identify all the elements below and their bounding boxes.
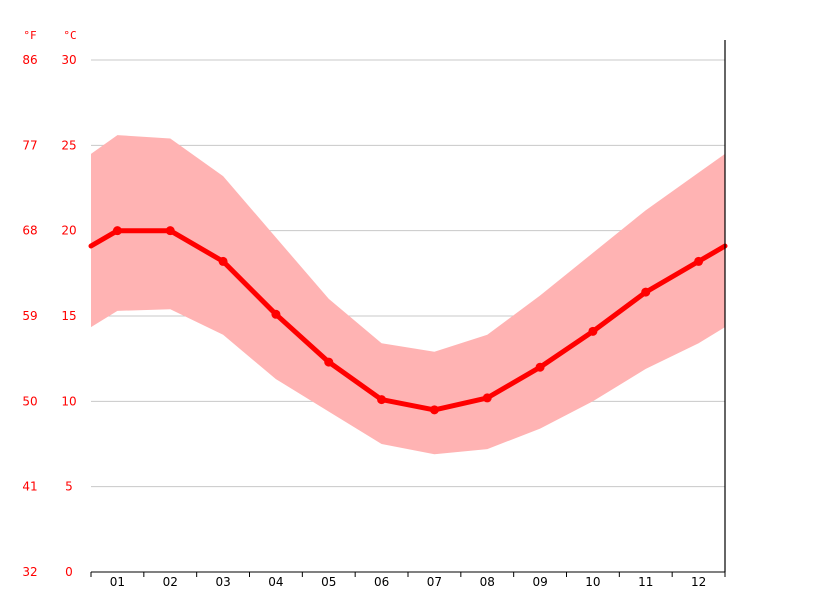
x-tick-label: 01 bbox=[110, 575, 125, 589]
data-point-03 bbox=[218, 256, 228, 266]
y-tick-label-fahrenheit: 50 bbox=[22, 394, 37, 408]
y-tick-label-fahrenheit: 59 bbox=[22, 309, 37, 323]
y-tick-label-fahrenheit: 32 bbox=[22, 565, 37, 579]
y-tick-label-celsius: 15 bbox=[61, 309, 76, 323]
x-tick-label: 06 bbox=[374, 575, 389, 589]
data-point-05 bbox=[324, 357, 334, 367]
x-tick-label: 07 bbox=[427, 575, 442, 589]
x-tick-label: 02 bbox=[163, 575, 178, 589]
y-tick-label-fahrenheit: 86 bbox=[22, 53, 37, 67]
y-tick-label-celsius: 25 bbox=[61, 138, 76, 152]
y-tick-label-celsius: 20 bbox=[61, 224, 76, 238]
celsius-unit-label: °C bbox=[63, 29, 76, 42]
data-point-12 bbox=[694, 256, 704, 266]
data-point-11 bbox=[641, 287, 651, 297]
x-tick-label: 03 bbox=[215, 575, 230, 589]
data-point-01 bbox=[112, 226, 122, 236]
x-tick-label: 11 bbox=[638, 575, 653, 589]
x-tick-label: 12 bbox=[691, 575, 706, 589]
x-tick-label: 09 bbox=[532, 575, 547, 589]
y-tick-label-fahrenheit: 41 bbox=[22, 480, 37, 494]
y-tick-label-celsius: 30 bbox=[61, 53, 76, 67]
y-tick-label-fahrenheit: 77 bbox=[22, 138, 37, 152]
x-tick-label: 05 bbox=[321, 575, 336, 589]
y-tick-label-fahrenheit: 68 bbox=[22, 224, 37, 238]
data-point-02 bbox=[165, 226, 175, 236]
data-point-04 bbox=[271, 309, 281, 319]
x-tick-label: 08 bbox=[480, 575, 495, 589]
y-tick-label-celsius: 10 bbox=[61, 394, 76, 408]
y-tick-label-celsius: 5 bbox=[65, 480, 73, 494]
fahrenheit-unit-label: °F bbox=[23, 29, 36, 42]
data-point-09 bbox=[535, 362, 545, 372]
x-tick-label: 10 bbox=[585, 575, 600, 589]
temperature-range-band bbox=[91, 135, 725, 455]
data-point-07 bbox=[429, 405, 439, 415]
mean-temperature-line bbox=[88, 228, 728, 413]
y-tick-label-celsius: 0 bbox=[65, 565, 73, 579]
data-point-06 bbox=[377, 395, 387, 405]
x-tick-label: 04 bbox=[268, 575, 283, 589]
data-point-08 bbox=[482, 393, 492, 403]
data-point-10 bbox=[588, 326, 598, 336]
